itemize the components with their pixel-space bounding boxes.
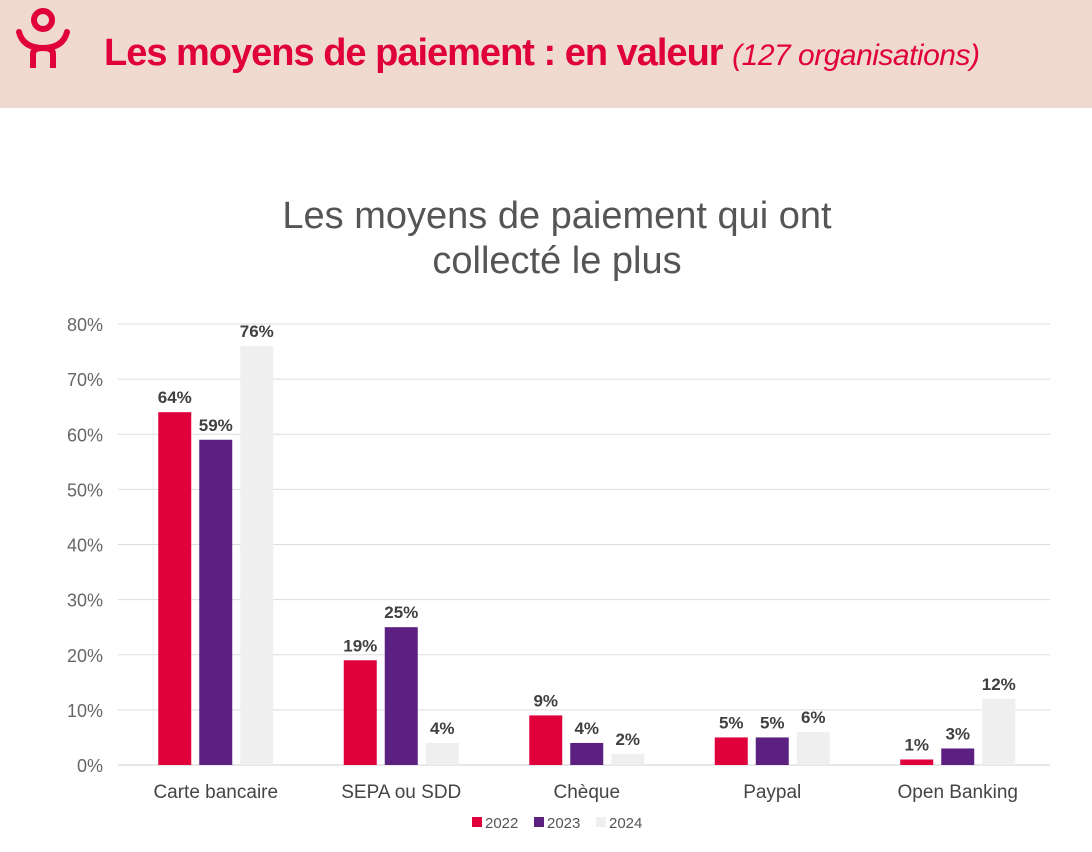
data-label: 76% bbox=[240, 322, 274, 341]
bar bbox=[425, 742, 459, 765]
legend-swatch bbox=[472, 817, 482, 827]
y-tick-label: 30% bbox=[67, 591, 103, 611]
y-tick-label: 70% bbox=[67, 370, 103, 390]
y-tick-label: 0% bbox=[77, 756, 103, 776]
data-label: 19% bbox=[343, 636, 377, 655]
bar bbox=[529, 715, 563, 765]
x-category-label: Carte bancaire bbox=[153, 782, 278, 803]
page-title: Les moyens de paiement : en valeur (127 … bbox=[104, 32, 980, 75]
bar bbox=[343, 660, 377, 765]
data-label: 12% bbox=[982, 675, 1016, 694]
chart-title: Les moyens de paiement qui ont collecté … bbox=[0, 194, 1092, 284]
data-label: 5% bbox=[760, 713, 785, 732]
bar bbox=[900, 759, 934, 765]
page-subtitle: (127 organisations) bbox=[732, 39, 980, 72]
data-label: 25% bbox=[384, 603, 418, 622]
bar bbox=[796, 731, 830, 765]
legend-label: 2023 bbox=[547, 815, 580, 832]
y-tick-label: 60% bbox=[67, 425, 103, 445]
bar bbox=[611, 753, 645, 765]
bar bbox=[714, 737, 748, 765]
data-label: 64% bbox=[158, 388, 192, 407]
legend-label: 2022 bbox=[485, 815, 518, 832]
data-label: 5% bbox=[719, 713, 744, 732]
header-banner: Les moyens de paiement : en valeur (127 … bbox=[0, 0, 1092, 108]
bar bbox=[755, 737, 789, 765]
bar bbox=[199, 439, 233, 765]
y-tick-label: 50% bbox=[67, 480, 103, 500]
data-label: 9% bbox=[533, 691, 558, 710]
data-label: 6% bbox=[801, 708, 826, 727]
bar bbox=[982, 698, 1016, 765]
data-label: 1% bbox=[904, 735, 929, 754]
x-category-label: Paypal bbox=[743, 782, 801, 803]
y-tick-label: 40% bbox=[67, 536, 103, 556]
y-tick-label: 10% bbox=[67, 701, 103, 721]
x-category-label: Chèque bbox=[553, 782, 620, 803]
data-label: 4% bbox=[430, 719, 455, 738]
bar bbox=[384, 627, 418, 765]
y-tick-label: 80% bbox=[67, 315, 103, 335]
chart-title-line-1: Les moyens de paiement qui ont bbox=[282, 195, 832, 237]
y-tick-label: 20% bbox=[67, 646, 103, 666]
bar bbox=[240, 346, 274, 765]
x-category-label: Open Banking bbox=[898, 782, 1018, 803]
data-label: 4% bbox=[574, 719, 599, 738]
data-label: 2% bbox=[615, 730, 640, 749]
legend-swatch bbox=[534, 817, 544, 827]
data-label: 3% bbox=[945, 724, 970, 743]
bar bbox=[570, 742, 604, 765]
bar bbox=[158, 412, 192, 765]
page-title-text: Les moyens de paiement : en valeur bbox=[104, 32, 724, 74]
bar bbox=[941, 748, 975, 765]
chart-title-line-2: collecté le plus bbox=[432, 240, 682, 282]
legend-swatch bbox=[596, 817, 606, 827]
legend-label: 2024 bbox=[609, 815, 642, 832]
data-label: 59% bbox=[199, 416, 233, 435]
person-arms-up-icon bbox=[16, 8, 70, 68]
x-category-label: SEPA ou SDD bbox=[341, 782, 461, 803]
